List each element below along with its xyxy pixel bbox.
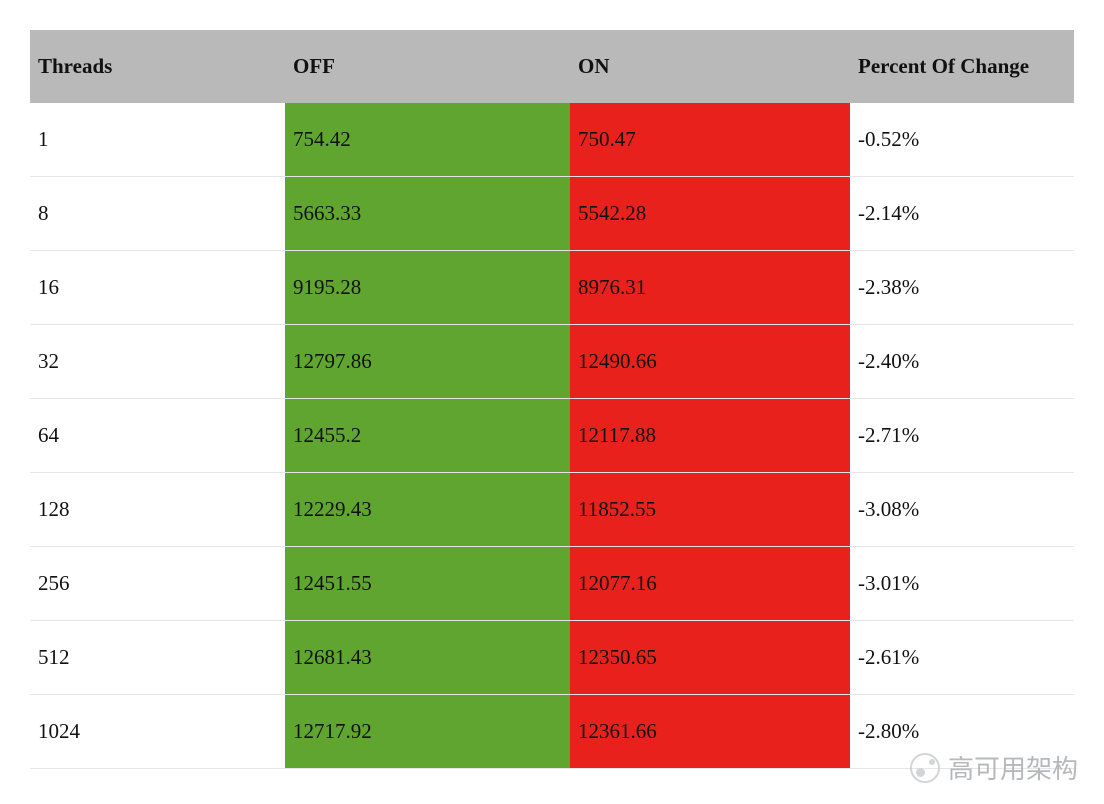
cell-on: 12350.65: [570, 621, 850, 695]
table-row: 32 12797.86 12490.66 -2.40%: [30, 325, 1074, 399]
cell-off: 12681.43: [285, 621, 570, 695]
table-header-row: Threads OFF ON Percent Of Change: [30, 30, 1074, 103]
cell-pct: -3.08%: [850, 473, 1074, 547]
cell-off: 12455.2: [285, 399, 570, 473]
cell-threads: 8: [30, 177, 285, 251]
cell-pct: -3.01%: [850, 547, 1074, 621]
cell-pct: -2.71%: [850, 399, 1074, 473]
cell-threads: 16: [30, 251, 285, 325]
cell-on: 5542.28: [570, 177, 850, 251]
col-header-pct: Percent Of Change: [850, 30, 1074, 103]
table-row: 256 12451.55 12077.16 -3.01%: [30, 547, 1074, 621]
cell-on: 750.47: [570, 103, 850, 177]
cell-off: 12797.86: [285, 325, 570, 399]
table-row: 1 754.42 750.47 -0.52%: [30, 103, 1074, 177]
cell-pct: -2.40%: [850, 325, 1074, 399]
table-row: 64 12455.2 12117.88 -2.71%: [30, 399, 1074, 473]
cell-threads: 32: [30, 325, 285, 399]
cell-threads: 512: [30, 621, 285, 695]
table-row: 1024 12717.92 12361.66 -2.80%: [30, 695, 1074, 769]
cell-pct: -2.14%: [850, 177, 1074, 251]
cell-off: 5663.33: [285, 177, 570, 251]
col-header-threads: Threads: [30, 30, 285, 103]
cell-threads: 1024: [30, 695, 285, 769]
table-row: 512 12681.43 12350.65 -2.61%: [30, 621, 1074, 695]
cell-on: 11852.55: [570, 473, 850, 547]
cell-on: 12077.16: [570, 547, 850, 621]
cell-pct: -2.61%: [850, 621, 1074, 695]
cell-on: 12117.88: [570, 399, 850, 473]
cell-off: 9195.28: [285, 251, 570, 325]
performance-table: Threads OFF ON Percent Of Change 1 754.4…: [30, 30, 1074, 769]
cell-threads: 128: [30, 473, 285, 547]
cell-off: 12717.92: [285, 695, 570, 769]
cell-on: 12490.66: [570, 325, 850, 399]
cell-pct: -2.38%: [850, 251, 1074, 325]
cell-off: 12451.55: [285, 547, 570, 621]
col-header-off: OFF: [285, 30, 570, 103]
table-row: 128 12229.43 11852.55 -3.08%: [30, 473, 1074, 547]
cell-off: 754.42: [285, 103, 570, 177]
cell-threads: 256: [30, 547, 285, 621]
cell-on: 8976.31: [570, 251, 850, 325]
table-row: 8 5663.33 5542.28 -2.14%: [30, 177, 1074, 251]
col-header-on: ON: [570, 30, 850, 103]
cell-threads: 1: [30, 103, 285, 177]
table-body: 1 754.42 750.47 -0.52% 8 5663.33 5542.28…: [30, 103, 1074, 769]
cell-on: 12361.66: [570, 695, 850, 769]
cell-pct: -0.52%: [850, 103, 1074, 177]
table-row: 16 9195.28 8976.31 -2.38%: [30, 251, 1074, 325]
cell-threads: 64: [30, 399, 285, 473]
cell-off: 12229.43: [285, 473, 570, 547]
cell-pct: -2.80%: [850, 695, 1074, 769]
